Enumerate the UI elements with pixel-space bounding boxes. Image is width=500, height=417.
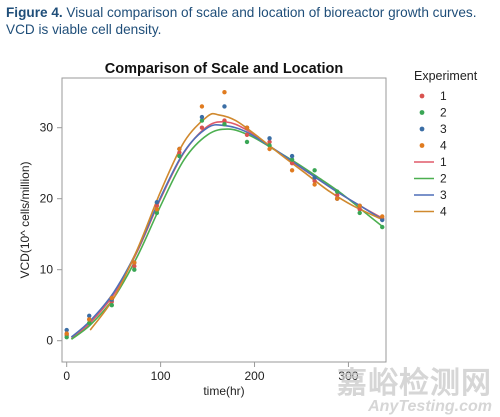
- data-point-experiment-2: [199, 118, 205, 123]
- data-point-experiment-4: [312, 182, 317, 187]
- data-point-experiment-2: [64, 334, 69, 340]
- data-point-experiment-2: [380, 224, 385, 230]
- data-point-experiment-2: [289, 157, 295, 162]
- data-point-experiment-2: [154, 210, 160, 216]
- legend-label-line-4: 4: [440, 205, 447, 219]
- data-point-experiment-2: [222, 121, 227, 127]
- data-point-experiment-1: [289, 161, 295, 166]
- legend: 1 2 3 4 1 2 3 4: [414, 89, 447, 219]
- x-axis-label: time(hr): [203, 384, 244, 398]
- y-axis-label: VCD(10^ cells/million): [18, 162, 32, 279]
- data-point-experiment-4: [267, 146, 272, 152]
- legend-label-point-3: 3: [440, 122, 447, 136]
- data-point-experiment-3: [380, 217, 385, 223]
- data-point-experiment-2: [267, 143, 272, 148]
- y-tick-label: 10: [40, 263, 54, 277]
- chart-title: Comparison of Scale and Location: [105, 61, 343, 77]
- data-point-experiment-1: [334, 192, 340, 198]
- data-point-experiment-1: [199, 125, 205, 130]
- data-point-experiment-3: [267, 136, 272, 141]
- data-point-experiment-1: [132, 263, 137, 269]
- data-point-experiment-3: [87, 313, 92, 319]
- legend-marker-point-3: [419, 126, 425, 132]
- data-point-experiment-1: [222, 118, 227, 123]
- data-point-experiment-3: [312, 175, 317, 180]
- legend-marker-point-4: [419, 143, 425, 148]
- data-point-experiment-4: [87, 317, 92, 322]
- data-point-experiment-2: [244, 139, 250, 145]
- data-point-experiment-1: [312, 178, 317, 184]
- data-point-experiment-3: [64, 327, 69, 333]
- data-point-experiment-2: [132, 267, 137, 272]
- legend-marker-point-1: [419, 93, 425, 99]
- y-tick-label: 0: [46, 334, 53, 348]
- growth-curve-chart: Comparison of Scale and Location time(hr…: [18, 61, 478, 398]
- data-point-experiment-2: [357, 210, 362, 216]
- legend-label-line-3: 3: [440, 188, 447, 202]
- data-point-experiment-4: [334, 196, 340, 201]
- fit-curve-experiment-2: [70, 128, 384, 340]
- data-point-experiment-4: [380, 214, 385, 219]
- data-point-experiment-4: [199, 104, 205, 109]
- fit-curve-experiment-1: [70, 120, 384, 340]
- figure-label: Figure 4.: [6, 5, 63, 20]
- y-tick-label: 30: [40, 121, 54, 135]
- data-points: [64, 90, 385, 340]
- chart-panel: Comparison of Scale and Location time(hr…: [6, 44, 494, 412]
- data-point-experiment-1: [267, 139, 272, 145]
- data-point-experiment-3: [199, 114, 205, 120]
- axis-ticks: 0 100 200 300 0 10 20 30: [40, 121, 359, 383]
- data-point-experiment-4: [132, 260, 137, 265]
- y-tick-label: 20: [40, 192, 54, 206]
- data-point-experiment-3: [222, 104, 227, 109]
- data-point-experiment-2: [177, 153, 182, 159]
- legend-label-line-2: 2: [440, 172, 447, 186]
- data-point-experiment-4: [289, 168, 295, 173]
- legend-marker-point-2: [419, 110, 425, 115]
- data-point-experiment-3: [289, 153, 295, 159]
- x-tick-label: 200: [245, 369, 265, 383]
- x-tick-label: 100: [151, 369, 171, 383]
- data-point-experiment-1: [177, 150, 182, 155]
- x-tick-label: 0: [63, 369, 70, 383]
- fit-curve-experiment-4: [89, 112, 384, 331]
- data-point-experiment-1: [357, 207, 362, 212]
- data-point-experiment-2: [334, 189, 340, 194]
- legend-label-point-4: 4: [440, 139, 447, 153]
- figure-caption-text: Visual comparison of scale and location …: [6, 5, 477, 37]
- data-point-experiment-4: [109, 295, 114, 301]
- legend-label-point-2: 2: [440, 106, 447, 120]
- data-point-experiment-4: [64, 331, 69, 336]
- x-tick-label: 300: [338, 369, 358, 383]
- data-point-experiment-1: [154, 203, 160, 208]
- data-point-experiment-2: [87, 320, 92, 326]
- data-point-experiment-1: [244, 132, 250, 137]
- figure-caption: Figure 4. Visual comparison of scale and…: [6, 4, 494, 38]
- data-point-experiment-2: [109, 303, 114, 308]
- data-point-experiment-4: [222, 90, 227, 95]
- legend-title: Experiment: [414, 69, 478, 83]
- data-point-experiment-4: [154, 207, 160, 212]
- data-point-experiment-4: [177, 146, 182, 152]
- data-point-experiment-4: [244, 125, 250, 130]
- legend-label-point-1: 1: [440, 89, 447, 103]
- fitted-curves: [70, 112, 384, 340]
- data-point-experiment-2: [312, 168, 317, 173]
- data-point-experiment-3: [154, 200, 160, 205]
- data-point-experiment-4: [357, 203, 362, 208]
- legend-label-line-1: 1: [440, 155, 447, 169]
- fit-curve-experiment-3: [70, 123, 384, 338]
- plot-frame: [61, 77, 387, 363]
